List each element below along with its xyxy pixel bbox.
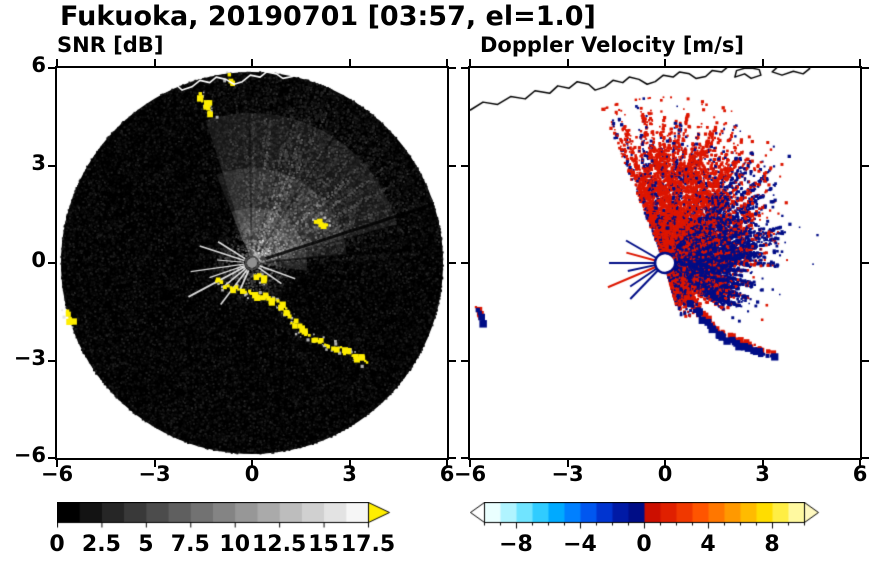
axis-tick — [862, 262, 869, 264]
axis-tick — [48, 164, 55, 167]
axis-tick — [48, 262, 55, 264]
axis-tick — [153, 460, 156, 467]
axis-tick — [469, 460, 471, 467]
axis-tick — [862, 457, 869, 459]
axis-tick — [461, 262, 468, 264]
y-tick-label: 0 — [31, 248, 46, 272]
snr-colorbar-tick-label: 10 — [219, 532, 251, 557]
doppler-colorbar-tick-label: 4 — [700, 532, 716, 557]
y-tick-label: 3 — [31, 150, 46, 175]
axis-tick — [48, 457, 55, 459]
figure-title: Fukuoka, 20190701 [03:57, el=1.0] — [60, 1, 596, 32]
axis-tick — [446, 460, 448, 467]
axis-tick — [348, 59, 351, 66]
axis-tick — [566, 59, 569, 66]
axis-tick — [348, 460, 351, 467]
snr-colorbar-tick-label: 5 — [138, 532, 154, 557]
axis-tick — [859, 460, 861, 467]
x-tick-label: 3 — [342, 462, 357, 486]
doppler-colorbar-tick-label: −4 — [563, 532, 597, 557]
snr-panel-title: SNR [dB] — [57, 33, 164, 57]
axis-tick — [56, 59, 58, 66]
axis-tick — [761, 59, 764, 66]
axis-tick — [461, 457, 468, 459]
axis-tick — [251, 460, 253, 467]
axis-tick — [449, 164, 456, 167]
x-tick-label: 6 — [439, 462, 455, 486]
x-tick-label: 0 — [244, 462, 260, 486]
axis-tick — [469, 59, 471, 66]
axis-tick — [48, 359, 55, 362]
snr-colorbar-tick-label: 17.5 — [340, 532, 396, 557]
x-tick-label: 3 — [755, 462, 770, 486]
y-tick-label: −6 — [13, 443, 46, 467]
y-tick-label: −3 — [13, 345, 46, 370]
axis-tick — [449, 359, 456, 362]
axis-tick — [664, 59, 666, 66]
snr-colorbar-tick-label: 15 — [308, 532, 339, 557]
snr-colorbar — [57, 502, 397, 532]
doppler-colorbar-tick-label: 0 — [636, 532, 652, 557]
axis-tick — [449, 262, 456, 264]
axis-tick — [664, 460, 666, 467]
x-tick-label: 0 — [657, 462, 673, 486]
axis-tick — [56, 460, 58, 467]
axis-tick — [449, 457, 456, 459]
x-tick-label: 6 — [852, 462, 868, 486]
axis-tick — [153, 59, 156, 66]
axis-tick — [251, 59, 253, 66]
snr-colorbar-tick-label: 2.5 — [81, 532, 121, 557]
axis-tick — [461, 164, 468, 167]
axis-tick — [862, 164, 869, 167]
axis-tick — [862, 67, 869, 69]
doppler-colorbar-tick-label: 8 — [764, 532, 780, 557]
doppler-panel-title: Doppler Velocity [m/s] — [480, 33, 744, 57]
axis-tick — [461, 67, 468, 69]
x-tick-label: −3 — [138, 462, 171, 486]
snr-colorbar-tick-label: 0 — [49, 532, 65, 557]
doppler-colorbar — [470, 502, 822, 532]
axis-tick — [859, 59, 861, 66]
x-tick-label: −6 — [40, 462, 74, 486]
axis-tick — [862, 359, 869, 362]
axis-tick — [449, 67, 456, 69]
snr-radar-image — [55, 66, 449, 460]
axis-tick — [461, 359, 468, 362]
axis-tick — [446, 59, 448, 66]
snr-colorbar-tick-label: 7.5 — [170, 532, 210, 557]
axis-tick — [48, 67, 55, 69]
doppler-radar-image — [468, 66, 862, 460]
axis-tick — [761, 460, 764, 467]
snr-colorbar-tick-label: 12.5 — [252, 532, 307, 557]
x-tick-label: −3 — [551, 462, 584, 486]
y-tick-label: 6 — [31, 53, 46, 77]
axis-tick — [566, 460, 569, 467]
doppler-colorbar-tick-label: −8 — [499, 532, 533, 557]
x-tick-label: −6 — [453, 462, 487, 486]
